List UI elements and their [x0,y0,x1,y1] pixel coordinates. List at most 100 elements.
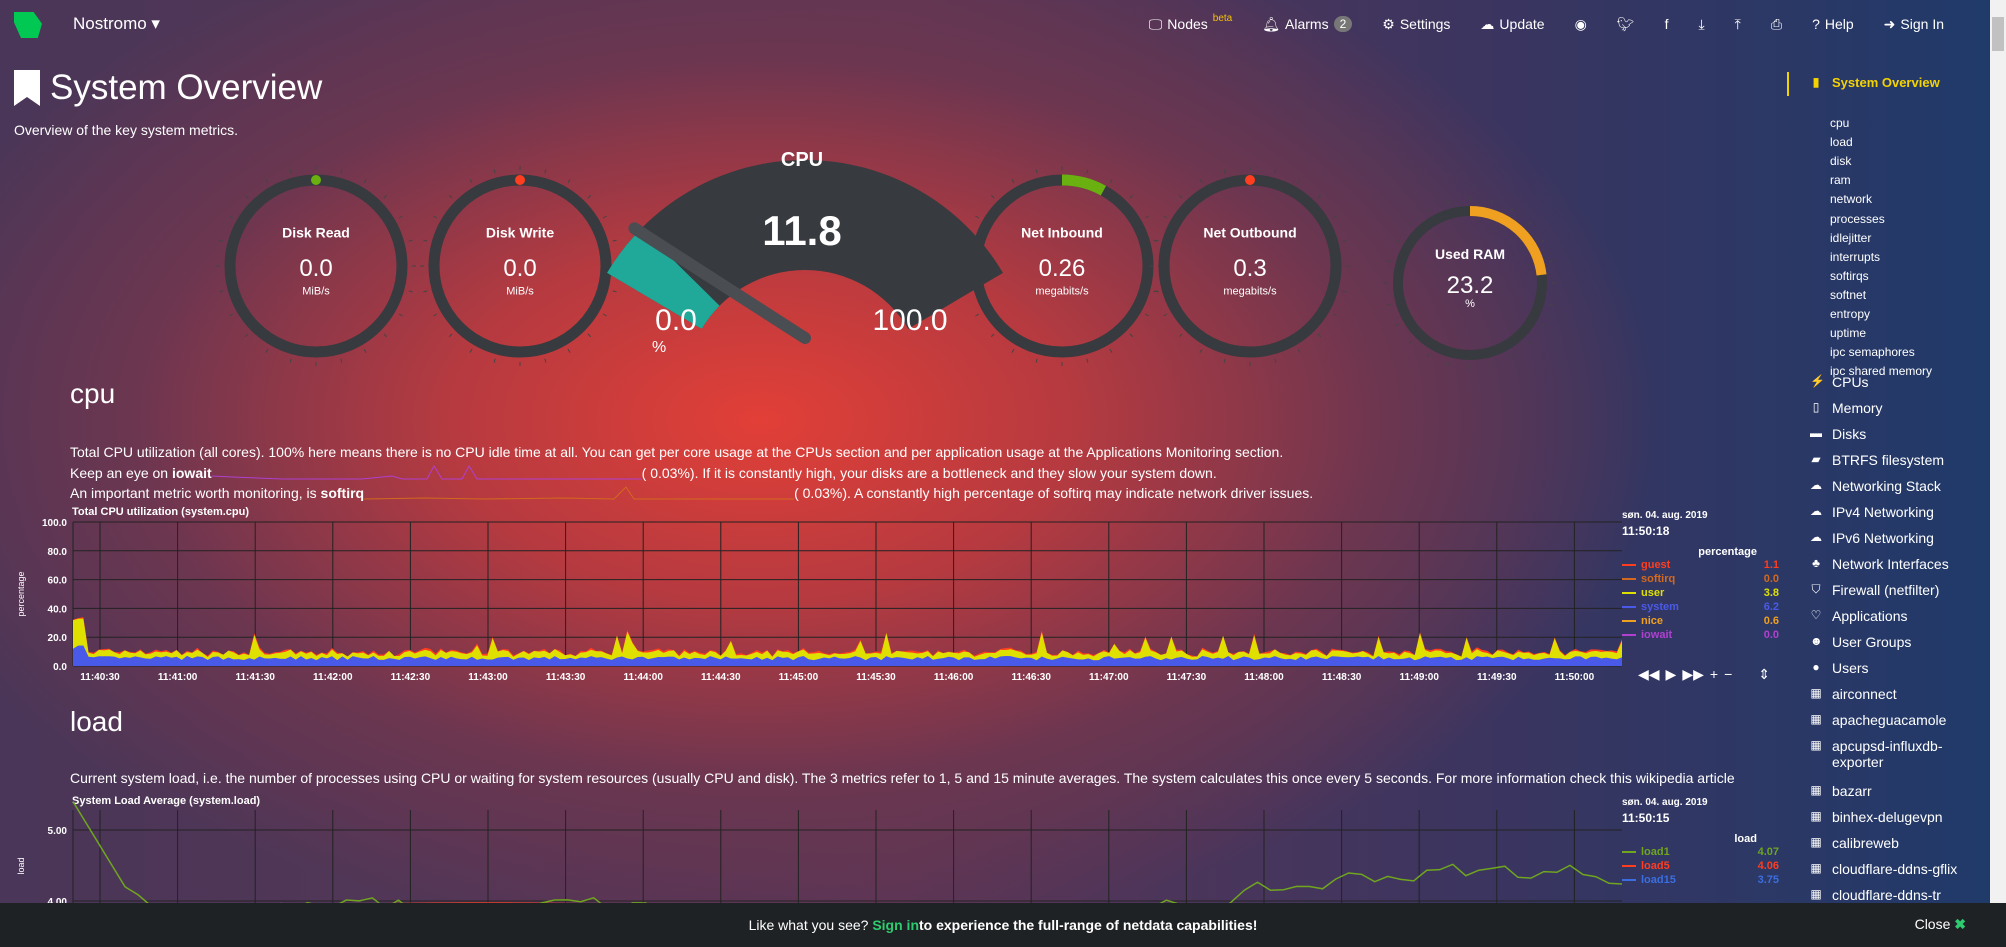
legend-time: 11:50:18 [1622,524,1670,538]
legend-item-load15[interactable]: load15 3.75 [1622,873,1779,887]
resize-icon[interactable]: ⇕ [1758,666,1770,682]
sidebar-item-apacheguacamole[interactable]: ▦ apacheguacamole [1810,712,1972,728]
sidebar-item-network-interfaces[interactable]: ♣ Network Interfaces [1810,556,1972,572]
forward-icon[interactable]: ▶▶ [1682,666,1704,682]
sidebar-item-calibreweb[interactable]: ▦ calibreweb [1810,835,1972,851]
zoom-out-icon[interactable]: − [1724,666,1733,682]
zoom-in-icon[interactable]: + [1709,666,1719,682]
sidebar-subitem-disk[interactable]: disk [1830,154,1852,169]
sidebar-subitem-network[interactable]: network [1830,192,1873,207]
legend-item-iowait[interactable]: iowait 0.0 [1622,628,1779,642]
sidebar-subitem-softnet[interactable]: softnet [1830,287,1867,302]
legend-item-nice[interactable]: nice 0.6 [1622,614,1779,628]
sidebar-item-user-groups[interactable]: ☻ User Groups [1810,634,1972,650]
section-icon: ▦ [1810,686,1822,700]
softirq-value: ( 0.03%). A constantly high percentage o… [794,485,1314,501]
gauge-tick [433,215,438,219]
sidebar-item-ipv4-networking[interactable]: ☁ IPv4 Networking [1810,504,1972,520]
net_in-gauge-fill [1061,174,1107,196]
sidebar-subitem-ipc-shared-memory[interactable]: ipc shared memory [1830,364,1933,379]
legend-name: load15 [1641,874,1676,886]
sidebar-item-btrfs-filesystem[interactable]: ▰ BTRFS filesystem [1810,452,1972,468]
sidebar-item-bazarr[interactable]: ▦ bazarr [1810,783,1972,799]
cpu-chart[interactable]: 100.0 80.0 60.0 40.0 20.0 0.0 11:40:30 11:41:00… [0,512,1640,692]
sidebar-subitem-load[interactable]: load [1830,135,1853,150]
legend-item-softirq[interactable]: softirq 0.0 [1622,572,1779,586]
legend-date: søn. 04. aug. 2019 [1622,510,1708,521]
sidebar-item-label: Users [1832,660,1869,676]
gauge-tick [1527,221,1532,226]
legend-time: 11:50:15 [1622,811,1670,825]
sidebar-item-cloudflare-ddns-gflix[interactable]: ▦ cloudflare-ddns-gflix [1810,861,1972,877]
page-title-text: System Overview [50,68,323,107]
sidebar-item-ipv6-networking[interactable]: ☁ IPv6 Networking [1810,530,1972,546]
gauge-tick [423,239,428,242]
sidebar-item-system-overview[interactable]: ▮ System Overview [1810,75,1940,90]
legend-item-user[interactable]: user 3.8 [1622,586,1779,600]
beta-badge: beta [1212,12,1233,24]
sidebar-item-apcupsd-influxdb-exporter[interactable]: ▦ apcupsd-influxdb-exporter [1810,738,1972,770]
github-icon[interactable]: ◉ [1574,15,1587,32]
sidebar-item-memory[interactable]: ▯ Memory [1810,400,1972,416]
scrollbar-thumb[interactable] [1992,17,2004,51]
rewind-icon[interactable]: ◀◀ [1638,666,1660,682]
sidebar-item-cpus[interactable]: ⚡ CPUs [1810,374,1972,390]
upload-icon[interactable]: ⤒ [1734,15,1741,32]
sidebar-subitem-entropy[interactable]: entropy [1830,307,1871,321]
host-menu[interactable]: Nostromo ▾ [73,14,160,33]
facebook-icon[interactable]: f [1664,16,1669,32]
x-tick-label: 11:47:00 [1089,672,1129,683]
gauge-tick [1549,303,1554,306]
sidebar-item-networking-stack[interactable]: ☁ Networking Stack [1810,478,1972,494]
cloud-download-icon: ☁ [1480,15,1495,32]
nodes-button[interactable]: 🖵 Nodes beta [1149,12,1233,33]
gauge-tick [1035,169,1038,174]
sidebar-item-users[interactable]: ● Users [1810,660,1972,676]
sidebar-item-airconnect[interactable]: ▦ airconnect [1810,686,1972,702]
sidebar-subitem-ram[interactable]: ram [1830,173,1851,188]
cpu-gauge-fill [607,228,720,329]
settings-button[interactable]: ⚙ Settings [1382,16,1450,33]
scrollbar[interactable] [1990,0,2006,903]
x-tick-label: 11:48:30 [1322,672,1362,683]
sign-in-button[interactable]: ➜ Sign In [1884,16,1944,33]
section-icon: ▦ [1810,783,1822,797]
sidebar-subitem-cpu[interactable]: cpu [1830,116,1850,130]
sidebar-subitem-softirqs[interactable]: softirqs [1830,268,1869,283]
sidebar-subitem-uptime[interactable]: uptime [1830,326,1867,341]
sidebar-subitem-processes[interactable]: processes [1830,211,1885,226]
alarms-button[interactable]: 🔔︎ Alarms 2 [1262,16,1353,33]
sidebar-item-firewall-netfilter-[interactable]: ⛉ Firewall (netfilter) [1810,582,1972,598]
section-icon: ▬ [1810,426,1822,440]
softirq-line: An important metric worth monitoring, is… [70,484,1313,502]
update-button[interactable]: ☁ Update [1480,16,1544,33]
sidebar-item-disks[interactable]: ▬ Disks [1810,426,1972,442]
x-tick-label: 11:49:00 [1399,672,1439,683]
chart-controls: ◀◀ ▶ ▶▶ + − ⇕ [1638,666,1770,683]
host-name: Nostromo [73,14,147,33]
cpu-gauge-arc [607,160,1003,329]
sidebar-item-applications[interactable]: ♡ Applications [1810,608,1972,624]
play-icon[interactable]: ▶ [1665,666,1677,682]
banner-text: Like what you see? [748,917,869,933]
x-tick-label: 11:44:00 [623,672,663,683]
sidebar-subitem-interrupts[interactable]: interrupts [1830,249,1881,264]
download-icon[interactable]: ⤓ [1698,15,1705,32]
legend-item-load1[interactable]: load1 4.07 [1622,845,1779,859]
help-button[interactable]: ? Help [1812,16,1854,32]
sidebar-subitem-idlejitter[interactable]: idlejitter [1830,230,1872,245]
gauge-tick [1297,348,1301,353]
legend-item-load5[interactable]: load5 4.06 [1622,859,1779,873]
iowait-bold: iowait [171,465,212,481]
banner-sign-in-link[interactable]: Sign in [872,917,919,933]
sidebar-item-binhex-delugevpn[interactable]: ▦ binhex-delugevpn [1810,809,1972,825]
banner-close-button[interactable]: Close ✖ [1915,916,1966,933]
twitter-icon[interactable]: 🐦︎ [1616,15,1635,32]
legend-item-system[interactable]: system 6.2 [1622,600,1779,614]
print-icon[interactable]: ⎙ [1770,15,1783,32]
sidebar-item-cloudflare-ddns-tr[interactable]: ▦ cloudflare-ddns-tr [1810,887,1972,903]
gauge-tick [493,358,496,363]
legend-item-guest[interactable]: guest 1.1 [1622,558,1779,572]
sidebar-subitem-ipc-semaphores[interactable]: ipc semaphores [1830,345,1915,360]
